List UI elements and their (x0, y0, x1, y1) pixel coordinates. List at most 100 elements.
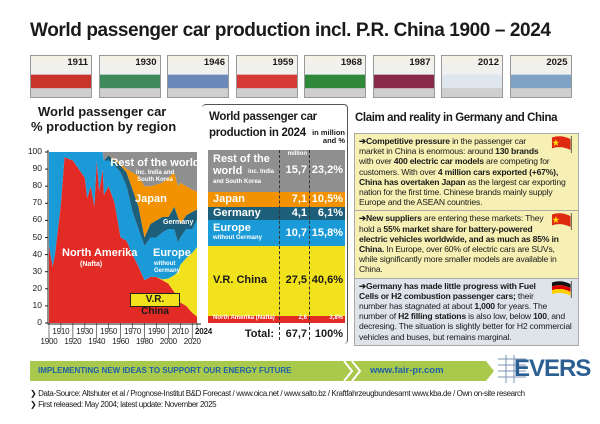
area-rest-of-the-world (49, 152, 197, 192)
claim-text: are entering these markets: They hold a (359, 213, 544, 234)
x-tick-label: 2010 (171, 327, 189, 336)
release-text: First released: May 2004; latest update:… (38, 400, 217, 409)
row-sub: without Germany (213, 235, 263, 241)
car-year: 1987 (409, 57, 431, 68)
claim-text: H2 filling stations (398, 311, 466, 322)
x-tick-label: 1920 (64, 337, 82, 346)
x-tick-label: 1960 (112, 337, 130, 346)
x-tick-label: 1950 (100, 327, 118, 336)
car-year: 1911 (67, 57, 88, 68)
car-photo-0: 1911 (30, 55, 92, 98)
area-europe-without-germany (49, 152, 197, 281)
row-million: 10,7 (285, 227, 307, 239)
row-sub2: and South Korea (213, 179, 262, 185)
double-chevron-icon (343, 361, 362, 381)
table-title-line1: World passenger car (209, 111, 317, 123)
source-line: ❯ Data-Source: Altshuter et al / Prognos… (30, 388, 595, 399)
row-label: North Amerika (Nafta) (213, 315, 275, 321)
label-rest-sub2: South Korea (137, 177, 173, 183)
label-rest-of-world: Rest of the world (110, 157, 200, 169)
row-million: 27,5 (285, 274, 307, 286)
banner-slogan: IMPLEMENTING NEW IDEAS TO SUPPORT OUR EN… (38, 366, 292, 375)
label-rest-sub1: inc. India and (135, 170, 175, 176)
claims-boxes: ➔Competitive pressure in the passenger c… (354, 133, 579, 346)
claim-text: New suppliers (366, 213, 422, 224)
y-tick-label: 20 (32, 282, 42, 293)
page-title: World passenger car production incl. P.R… (30, 20, 551, 41)
claim-text: , and decresing. The situation is slight… (359, 311, 572, 342)
unit-line1: in million (312, 128, 345, 137)
car-photo-1: 1930 (98, 55, 161, 98)
y-tick-label: 30 (32, 265, 42, 276)
table-title-line2: production in 2024 (209, 127, 306, 139)
table-panel (202, 104, 348, 344)
unit-line2: and % (322, 136, 345, 145)
car-year: 1930 (135, 57, 157, 68)
chevron-right-icon: ❯ (30, 400, 39, 409)
total-million: 67,7 (285, 328, 307, 340)
arrow-icon: ➔ (359, 136, 367, 146)
row-label: Germany (213, 207, 261, 219)
claim-text: as the largest car exporting nation for … (359, 176, 566, 208)
car-photo-7: 2025 (509, 55, 572, 98)
claim-text: are competing for customers. With over (359, 156, 550, 177)
y-tick-label: 80 (32, 180, 42, 191)
x-tick-label: 1900 (40, 337, 58, 346)
table-row-europe: Europe without Germany 10,7 15,8% (208, 220, 345, 246)
x-tick-label: 1940 (88, 337, 106, 346)
claim-text: 400 electric car models (393, 156, 484, 167)
row-million: 4,1 (291, 207, 307, 219)
chart-title-line2: % production by region (31, 119, 177, 134)
x-tick-label: 1930 (76, 327, 94, 336)
banner: IMPLEMENTING NEW IDEAS TO SUPPORT OUR EN… (30, 361, 486, 381)
row-label2: world (213, 165, 243, 177)
claim-box-2: ➔Germany has made little progress with F… (354, 278, 579, 346)
x-tick-label: 2000 (159, 337, 177, 346)
label-europe: Europe (153, 247, 191, 259)
arrow-icon: ➔ (359, 280, 367, 291)
y-tick-label: 40 (32, 248, 42, 259)
y-tick-label: 100 (27, 146, 42, 156)
row-million: 2,6 (298, 315, 307, 321)
area-germany (49, 152, 197, 247)
row-label: Europe (213, 222, 251, 234)
claim-text: with over (359, 156, 394, 167)
x-tick-label: 1990 (147, 327, 165, 336)
claim-text: In Europe, over 60% of electric cars are… (359, 244, 557, 275)
label-china: V.R. China (130, 293, 180, 317)
row-sub: inc. India (248, 169, 275, 175)
claim-text: in the passenger car market in China is … (359, 136, 526, 157)
banner-url-link[interactable]: www.fair-pr.com (370, 365, 444, 376)
row-pct: 10,5% (311, 193, 343, 205)
label-germany: Germany (163, 219, 194, 226)
chevron-right-icon: ❯ (30, 389, 39, 398)
claim-text: 100 (533, 311, 547, 322)
x-tick-label: 2020 (183, 337, 201, 346)
table-unit: in million and % (305, 129, 345, 145)
car-year: 1946 (203, 57, 225, 68)
claims-title: Claim and reality in Germany and China (355, 112, 558, 124)
claim-text: Competitive pressure (366, 136, 450, 146)
claim-text: 130 brands (495, 146, 539, 157)
table-row-china: V.R. China 27,5 40,6% (208, 246, 345, 316)
y-tick-label: 10 (32, 299, 42, 310)
row-pct: 6,1% (317, 207, 343, 219)
claim-box-0: ➔Competitive pressure in the passenger c… (354, 133, 579, 212)
column-divider (279, 150, 280, 340)
claim-box-1: ➔New suppliers are entering these market… (354, 211, 579, 279)
x-tick-label: 1980 (135, 337, 153, 346)
claim-text: 1,000 (474, 301, 495, 312)
car-year: 1959 (272, 57, 294, 68)
y-tick-label: 90 (32, 163, 42, 174)
china-flag-icon (551, 213, 572, 231)
row-label: V.R. China (213, 274, 267, 286)
row-million: 15,7 (285, 164, 307, 176)
china-flag-icon (551, 136, 572, 153)
car-photo-5: 1987 (372, 55, 435, 98)
table-row-germany: Germany 4,1 6,1% (208, 207, 345, 220)
chart-title-line1: World passenger car (38, 104, 167, 119)
row-pct: 15,8% (311, 227, 343, 239)
x-tick-label: 2024 (195, 327, 212, 336)
y-tick-label: 70 (32, 197, 42, 208)
